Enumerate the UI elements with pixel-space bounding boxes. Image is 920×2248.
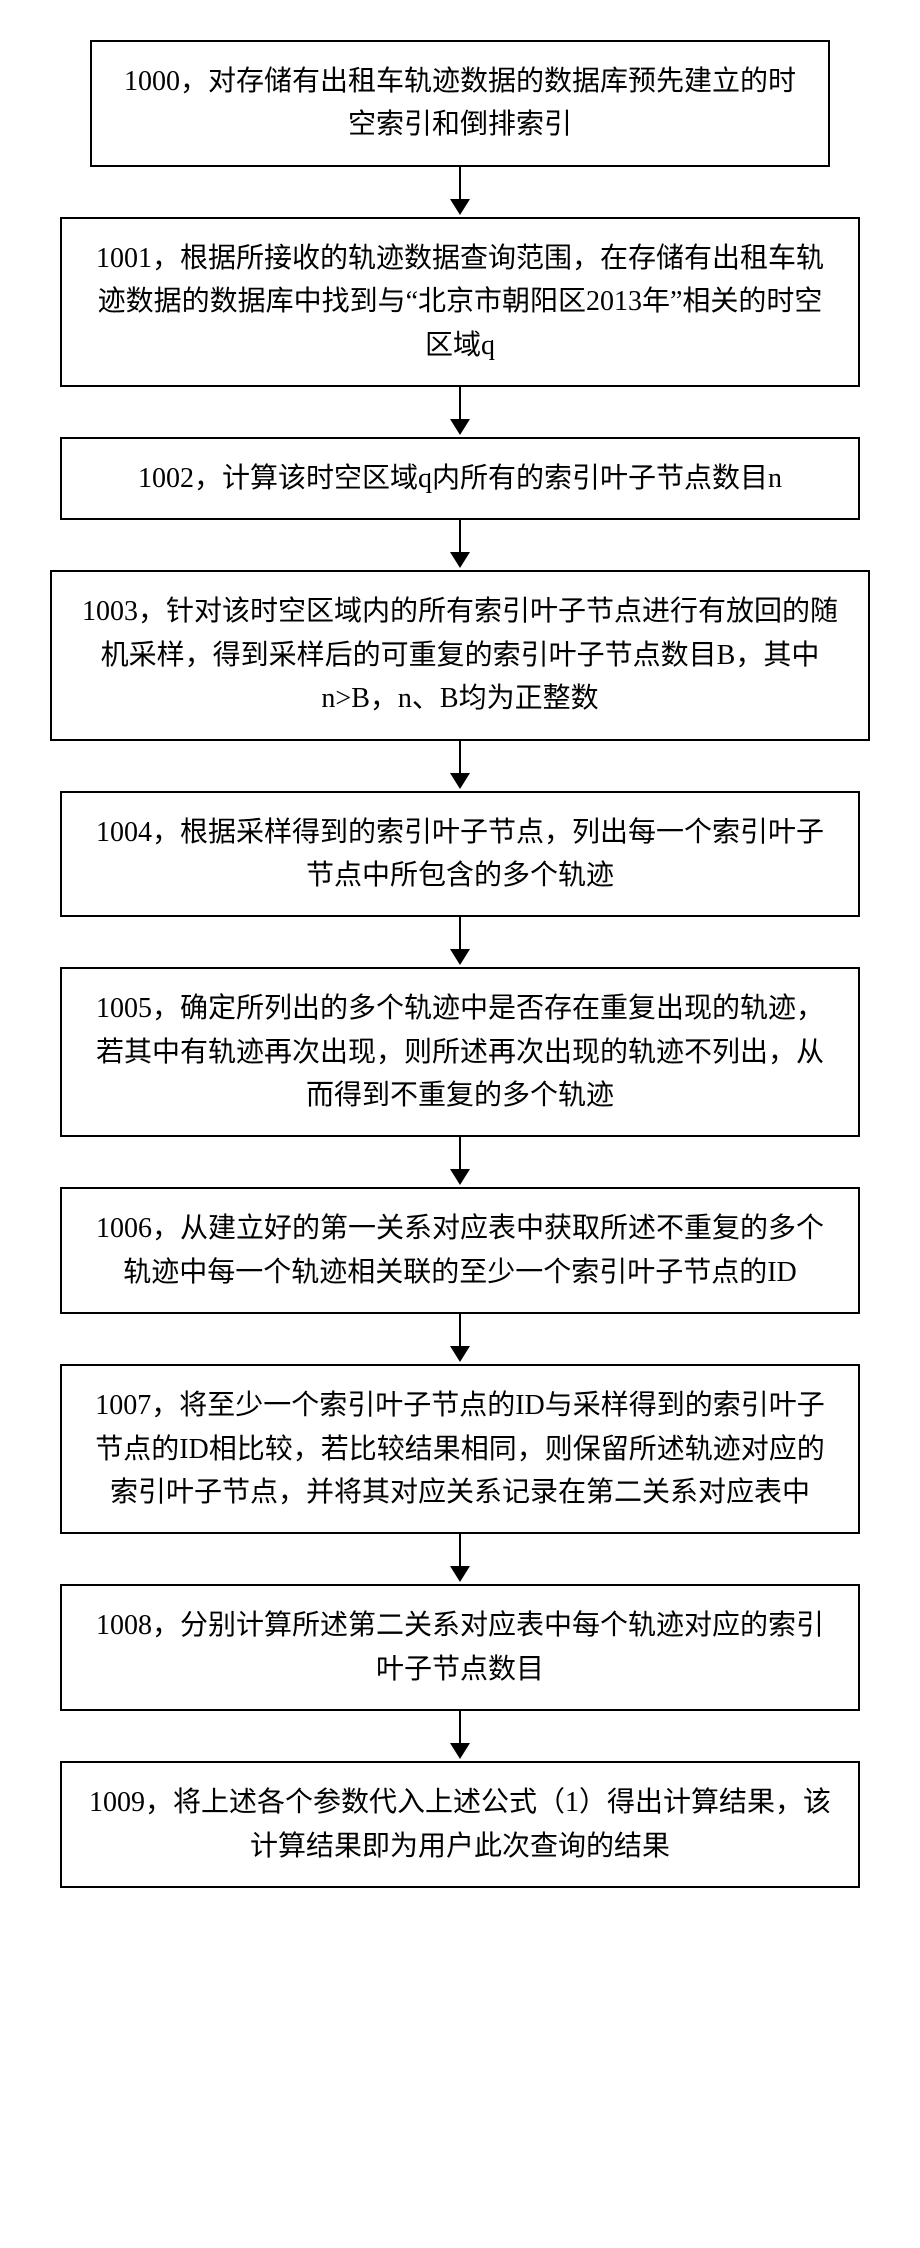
arrow-line xyxy=(459,387,461,419)
arrow-line xyxy=(459,1314,461,1346)
arrow-line xyxy=(459,1137,461,1169)
flowchart-step-1006: 1006，从建立好的第一关系对应表中获取所述不重复的多个轨迹中每一个轨迹相关联的… xyxy=(60,1187,860,1314)
flowchart-step-1005: 1005，确定所列出的多个轨迹中是否存在重复出现的轨迹，若其中有轨迹再次出现，则… xyxy=(60,967,860,1137)
flowchart-arrow xyxy=(450,917,470,967)
arrow-head-icon xyxy=(450,1169,470,1185)
flowchart-arrow xyxy=(450,387,470,437)
flowchart-step-1002: 1002，计算该时空区域q内所有的索引叶子节点数目n xyxy=(60,437,860,520)
arrow-head-icon xyxy=(450,1566,470,1582)
arrow-head-icon xyxy=(450,1743,470,1759)
flowchart-step-1009: 1009，将上述各个参数代入上述公式（1）得出计算结果，该计算结果即为用户此次查… xyxy=(60,1761,860,1888)
arrow-head-icon xyxy=(450,552,470,568)
flowchart-step-1003: 1003，针对该时空区域内的所有索引叶子节点进行有放回的随机采样，得到采样后的可… xyxy=(50,570,870,740)
flowchart-step-1000: 1000，对存储有出租车轨迹数据的数据库预先建立的时空索引和倒排索引 xyxy=(90,40,830,167)
flowchart-arrow xyxy=(450,741,470,791)
flowchart-arrow xyxy=(450,1711,470,1761)
arrow-line xyxy=(459,520,461,552)
arrow-line xyxy=(459,1711,461,1743)
flowchart-arrow xyxy=(450,1534,470,1584)
flowchart-step-1008: 1008，分别计算所述第二关系对应表中每个轨迹对应的索引叶子节点数目 xyxy=(60,1584,860,1711)
arrow-head-icon xyxy=(450,773,470,789)
flowchart-arrow xyxy=(450,1314,470,1364)
arrow-line xyxy=(459,741,461,773)
arrow-head-icon xyxy=(450,949,470,965)
arrow-head-icon xyxy=(450,199,470,215)
flowchart-step-1007: 1007，将至少一个索引叶子节点的ID与采样得到的索引叶子节点的ID相比较，若比… xyxy=(60,1364,860,1534)
flowchart-arrow xyxy=(450,520,470,570)
flowchart-step-1004: 1004，根据采样得到的索引叶子节点，列出每一个索引叶子节点中所包含的多个轨迹 xyxy=(60,791,860,918)
arrow-line xyxy=(459,917,461,949)
arrow-line xyxy=(459,167,461,199)
flowchart-arrow xyxy=(450,1137,470,1187)
arrow-head-icon xyxy=(450,419,470,435)
flowchart-arrow xyxy=(450,167,470,217)
arrow-line xyxy=(459,1534,461,1566)
flowchart-step-1001: 1001，根据所接收的轨迹数据查询范围，在存储有出租车轨迹数据的数据库中找到与“… xyxy=(60,217,860,387)
arrow-head-icon xyxy=(450,1346,470,1362)
flowchart-container: 1000，对存储有出租车轨迹数据的数据库预先建立的时空索引和倒排索引 1001，根… xyxy=(50,40,870,1888)
